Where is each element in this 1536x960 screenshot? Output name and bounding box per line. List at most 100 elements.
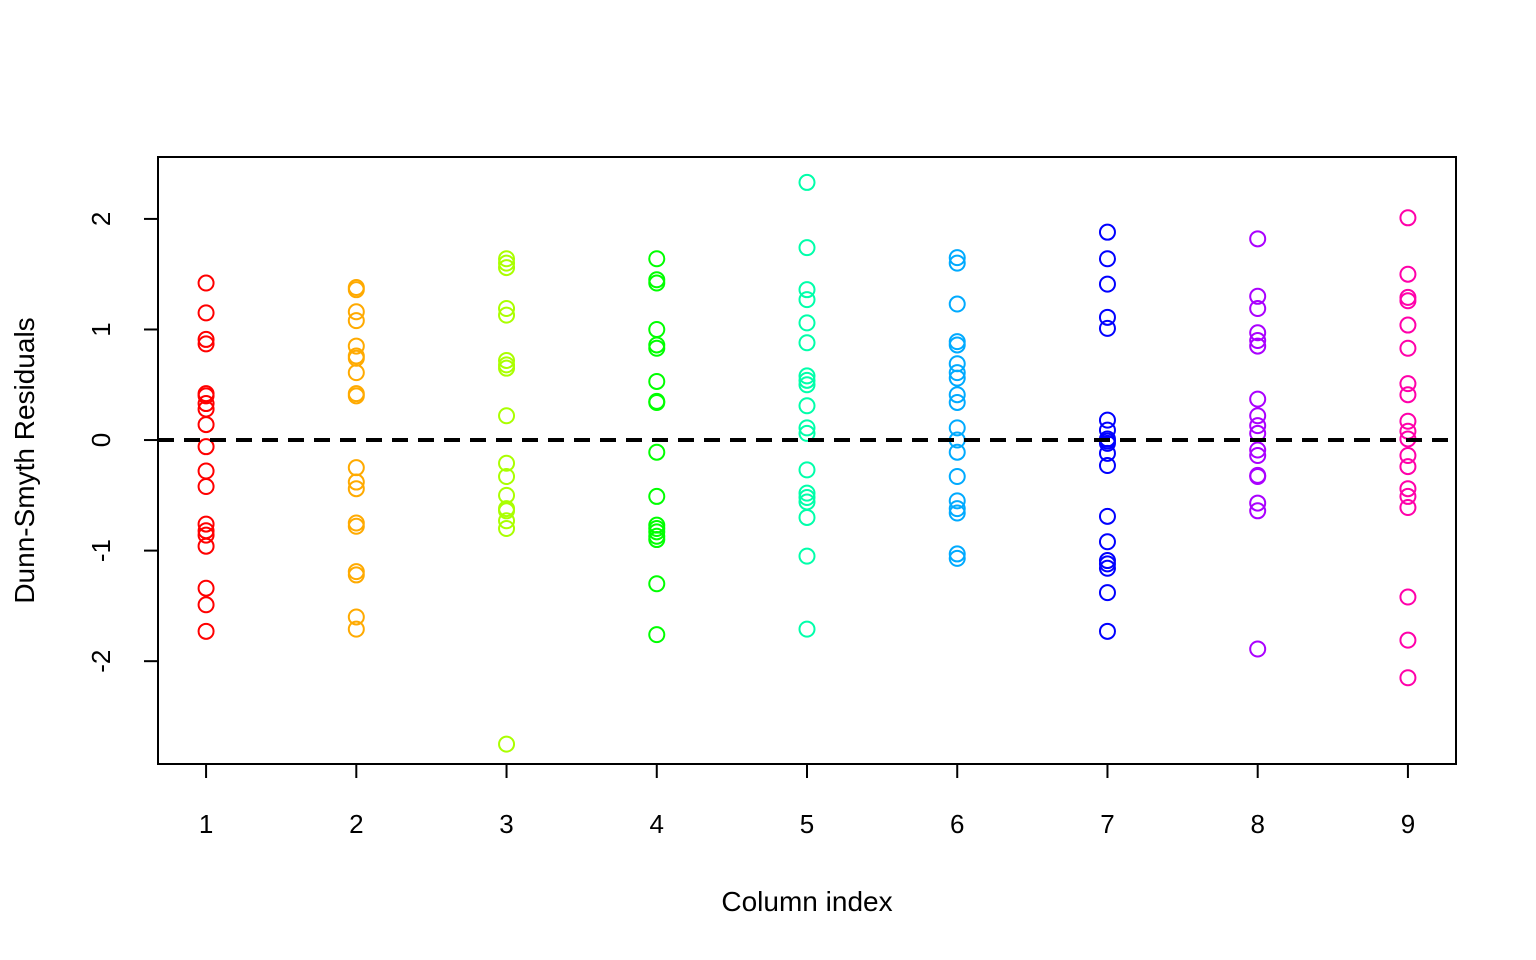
data-point [197,304,215,322]
data-point [798,281,816,299]
data-point [1249,230,1267,248]
data-point [1249,468,1267,486]
data-point [798,419,816,437]
data-point [1399,292,1417,310]
data-point [948,468,966,486]
data-point [197,622,215,640]
data-point [1098,622,1116,640]
data-point [948,336,966,354]
data-point [1399,339,1417,357]
data-point [197,387,215,405]
data-point [347,312,365,330]
data-point [498,259,516,277]
data-point [347,514,365,532]
y-axis-title: Dunn-Smyth Residuals [9,317,40,603]
data-point [1098,584,1116,602]
data-point [1098,456,1116,474]
y-tick-label: 0 [86,433,116,447]
data-point [197,335,215,353]
data-point [197,537,215,555]
data-point [197,395,215,413]
data-point [948,419,966,437]
data-point [948,254,966,272]
data-point [648,271,666,289]
data-point [648,250,666,268]
data-point [648,336,666,354]
data-point [347,608,365,626]
x-tick-label: 1 [199,809,213,839]
data-point [498,351,516,369]
data-point [1399,588,1417,606]
data-point [648,443,666,461]
data-point [1098,444,1116,462]
data-point [1399,412,1417,430]
points-layer [197,173,1417,753]
data-point [948,369,966,387]
data-point [948,386,966,404]
data-point [798,367,816,385]
data-point [1249,640,1267,658]
data-point [1399,487,1417,505]
data-point [197,330,215,348]
data-point [1399,386,1417,404]
data-point [1399,447,1417,465]
data-point [948,295,966,313]
data-point [1249,494,1267,512]
x-axis: 1 2 3 4 5 6 7 8 9 [199,763,1415,839]
data-point [347,620,365,638]
data-point [1098,434,1116,452]
data-point [798,508,816,526]
x-axis-title: Column index [721,886,892,917]
data-point [347,563,365,581]
data-point [347,480,365,498]
y-tick-label: -1 [86,539,116,562]
data-point [498,519,516,537]
data-point [948,443,966,461]
data-point [197,526,215,544]
data-point [197,515,215,533]
data-point [648,320,666,338]
data-point [1098,319,1116,337]
x-tick-label: 2 [349,809,363,839]
data-point [1098,559,1116,577]
data-point [1399,458,1417,476]
data-point [197,596,215,614]
data-point [948,364,966,382]
data-point [948,333,966,351]
data-point [648,372,666,390]
data-point [948,492,966,510]
data-point [347,387,365,405]
data-point [347,364,365,382]
data-point [498,502,516,520]
data-point [798,334,816,352]
data-point [347,281,365,299]
data-point [798,371,816,389]
data-point [498,299,516,317]
x-tick-label: 9 [1401,809,1415,839]
data-point [1249,447,1267,465]
data-point [1249,287,1267,305]
data-point [347,473,365,491]
data-point [948,549,966,567]
data-point [1098,250,1116,268]
data-point [1399,480,1417,498]
data-point [648,487,666,505]
data-point [648,626,666,644]
data-point [798,489,816,507]
y-axis: -2 -1 0 1 2 [86,212,159,673]
data-point [648,393,666,411]
data-point [1249,299,1267,317]
data-point [1249,337,1267,355]
data-point [798,314,816,332]
data-point [798,397,816,415]
data-point [1249,324,1267,342]
data-point [1249,407,1267,425]
data-point [197,579,215,597]
data-point [1098,555,1116,573]
data-point [347,303,365,321]
data-point [1399,375,1417,393]
data-point [1399,288,1417,306]
data-point [1098,223,1116,241]
data-point [498,250,516,268]
